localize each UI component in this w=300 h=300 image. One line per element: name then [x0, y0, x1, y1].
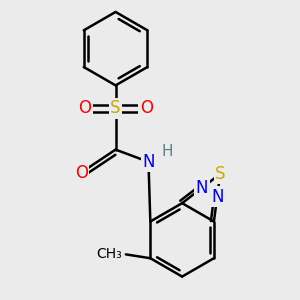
Text: CH₃: CH₃	[96, 248, 122, 261]
Text: O: O	[79, 99, 92, 117]
Text: H: H	[161, 144, 172, 159]
Text: S: S	[215, 165, 225, 183]
Text: N: N	[142, 153, 155, 171]
Text: S: S	[110, 99, 121, 117]
Text: N: N	[211, 188, 224, 206]
Text: O: O	[140, 99, 153, 117]
Text: O: O	[75, 164, 88, 181]
Text: N: N	[196, 179, 208, 197]
